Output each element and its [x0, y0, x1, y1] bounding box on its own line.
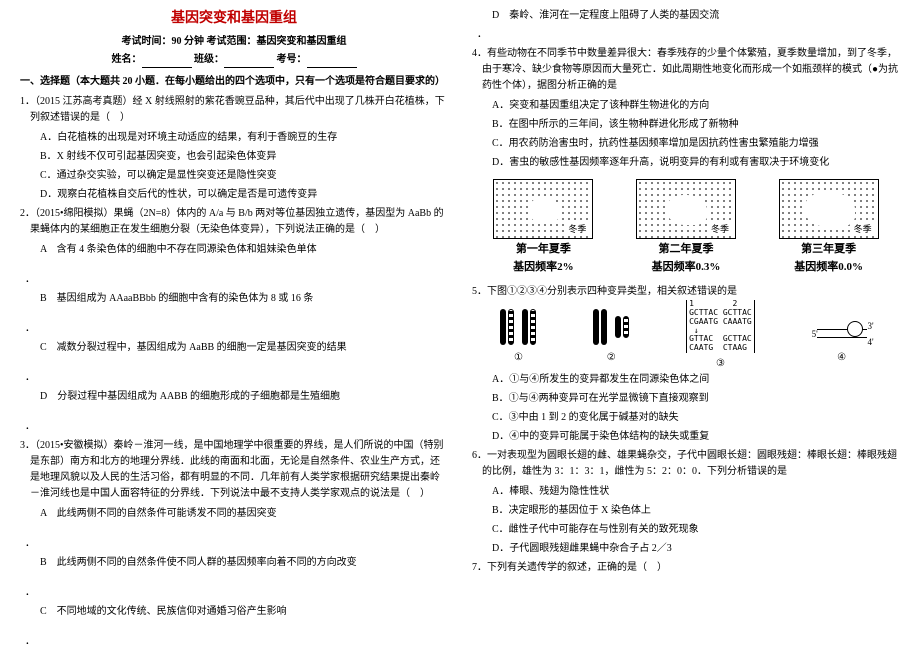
- dot: ．: [20, 419, 448, 435]
- dot: ．: [20, 634, 448, 650]
- q3-opt-d: D 秦岭、淮河在一定程度上阻碍了人类的基因交流: [472, 8, 900, 24]
- q4-opt-d: D．害虫的敏感性基因频率逐年升高，说明变异的有利或有害取决于环境变化: [472, 155, 900, 171]
- q2-opt-b: B 基因组成为 AAaaBBbb 的细胞中含有的染色体为 8 或 16 条: [20, 291, 448, 307]
- bottleneck-figure: 冬季 第一年夏季基因频率2% 冬季 第二年夏季基因频率0.3% 冬季 第三年夏季…: [472, 179, 900, 276]
- q3-opt-a: A 此线两侧不同的自然条件可能诱发不同的基因突变: [20, 506, 448, 522]
- q5-opt-a: A．①与④所发生的变异都发生在同源染色体之间: [472, 372, 900, 388]
- dot: ．: [20, 536, 448, 552]
- q5-opt-d: D．④中的变异可能属于染色体结构的缺失或重复: [472, 429, 900, 445]
- dot: ．: [20, 370, 448, 386]
- q3-opt-b: B 此线两侧不同的自然条件使不同人群的基因频率向着不同的方向改变: [20, 555, 448, 571]
- question-3: 3．（2015•安徽模拟）秦岭－淮河一线，是中国地理学中很重要的界线，是人们所说…: [20, 438, 448, 502]
- q3-opt-c: C 不同地域的文化传统、民族信仰对通婚习俗产生影响: [20, 604, 448, 620]
- q4-opt-a: A．突变和基因重组决定了该种群生物进化的方向: [472, 98, 900, 114]
- question-1: 1．（2015 江苏高考真题）经 X 射线照射的紫花香豌豆品种，其后代中出现了几…: [20, 94, 448, 126]
- dot: ．: [472, 27, 900, 43]
- dot: ．: [20, 272, 448, 288]
- q1-opt-c: C．通过杂交实验，可以确定是显性突变还是隐性突变: [20, 168, 448, 184]
- q2-opt-a: A 含有 4 条染色体的细胞中不存在同源染色体和姐妹染色单体: [20, 242, 448, 258]
- q4-opt-c: C．用农药防治害虫时，抗药性基因频率增加是因抗药性害虫繁殖能力增强: [472, 136, 900, 152]
- question-4: 4．有些动物在不同季节中数量差异很大：春季残存的少量个体繁殖，夏季数量增加，到了…: [472, 46, 900, 94]
- q2-opt-c: C 减数分裂过程中，基因组成为 AaBB 的细胞一定是基因突变的结果: [20, 340, 448, 356]
- question-5: 5．下图①②③④分别表示四种变异类型，相关叙述错误的是: [472, 284, 900, 300]
- q5-opt-c: C．③中由 1 到 2 的变化属于碱基对的缺失: [472, 410, 900, 426]
- dot: ．: [20, 321, 448, 337]
- variation-figure: ① ② 1 2GCTTAC GCTTACCGAATG CAAATG ↓GTTAC…: [472, 306, 900, 366]
- question-7: 7．下列有关遗传学的叙述，正确的是（ ）: [472, 560, 900, 576]
- dot: ．: [20, 585, 448, 601]
- q1-opt-d: D．观察白花植株自交后代的性状，可以确定是否是可遗传变异: [20, 187, 448, 203]
- q4-opt-b: B．在图中所示的三年间，该生物种群进化形成了新物种: [472, 117, 900, 133]
- q1-opt-a: A．白花植株的出现是对环境主动适应的结果，有利于香豌豆的生存: [20, 130, 448, 146]
- q6-opt-b: B．决定眼形的基因位于 X 染色体上: [472, 503, 900, 519]
- question-6: 6．一对表现型为圆眼长翅的雌、雄果蝇杂交，子代中圆眼长翅：圆眼残翅：棒眼长翅：棒…: [472, 448, 900, 480]
- question-2: 2．（2015•绵阳模拟）果蝇（2N=8）体内的 A/a 与 B/b 两对等位基…: [20, 206, 448, 238]
- panel-year-1: 冬季: [493, 179, 593, 239]
- student-info: 姓名： 班级： 考号：: [20, 52, 448, 68]
- doc-title: 基因突变和基因重组: [20, 8, 448, 30]
- q6-opt-c: C．雌性子代中可能存在与性别有关的致死现象: [472, 522, 900, 538]
- q1-opt-b: B．X 射线不仅可引起基因突变，也会引起染色体变异: [20, 149, 448, 165]
- panel-year-2: 冬季: [636, 179, 736, 239]
- q2-opt-d: D 分裂过程中基因组成为 AABB 的细胞形成的子细胞都是生殖细胞: [20, 389, 448, 405]
- exam-info: 考试时间：90 分钟 考试范围：基因突变和基因重组: [20, 34, 448, 50]
- q6-opt-a: A．棒眼、残翅为隐性性状: [472, 484, 900, 500]
- q6-opt-d: D．子代圆眼残翅雌果蝇中杂合子占 2／3: [472, 541, 900, 557]
- q5-opt-b: B．①与④两种变异可在光学显微镜下直接观察到: [472, 391, 900, 407]
- section-1-head: 一、选择题（本大题共 20 小题．在每小题给出的四个选项中，只有一个选项是符合题…: [20, 74, 448, 90]
- panel-year-3: 冬季: [779, 179, 879, 239]
